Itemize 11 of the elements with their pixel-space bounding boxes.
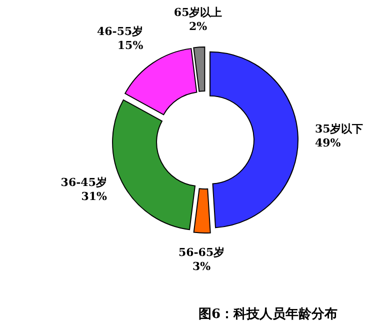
data-label: 15% (117, 39, 144, 52)
slice-label: 36-45岁 (60, 176, 107, 189)
slice-label: 35岁以下 (314, 122, 364, 136)
slice-label: 65岁以上 (174, 6, 222, 20)
data-label: 49% (314, 136, 342, 150)
data-label: 3% (192, 260, 212, 273)
data-label: 31% (81, 190, 108, 203)
data-label: 2% (189, 20, 208, 34)
text: 图6：科技人员年龄分布 (198, 307, 338, 322)
slice-label: 46-55岁 (96, 25, 144, 38)
slice-label: 56-65岁 (178, 246, 225, 259)
